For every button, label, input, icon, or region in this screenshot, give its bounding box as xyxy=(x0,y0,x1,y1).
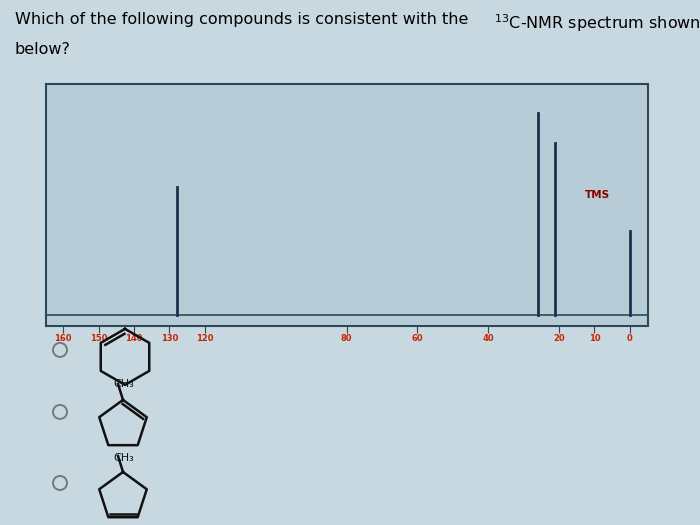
Text: CH₃: CH₃ xyxy=(113,453,134,463)
Text: below?: below? xyxy=(15,42,71,57)
Text: TMS: TMS xyxy=(585,191,610,201)
Text: Which of the following compounds is consistent with the: Which of the following compounds is cons… xyxy=(15,12,473,27)
Text: $^{13}$C-NMR spectrum shown: $^{13}$C-NMR spectrum shown xyxy=(494,12,700,34)
Text: CH₃: CH₃ xyxy=(113,379,134,389)
